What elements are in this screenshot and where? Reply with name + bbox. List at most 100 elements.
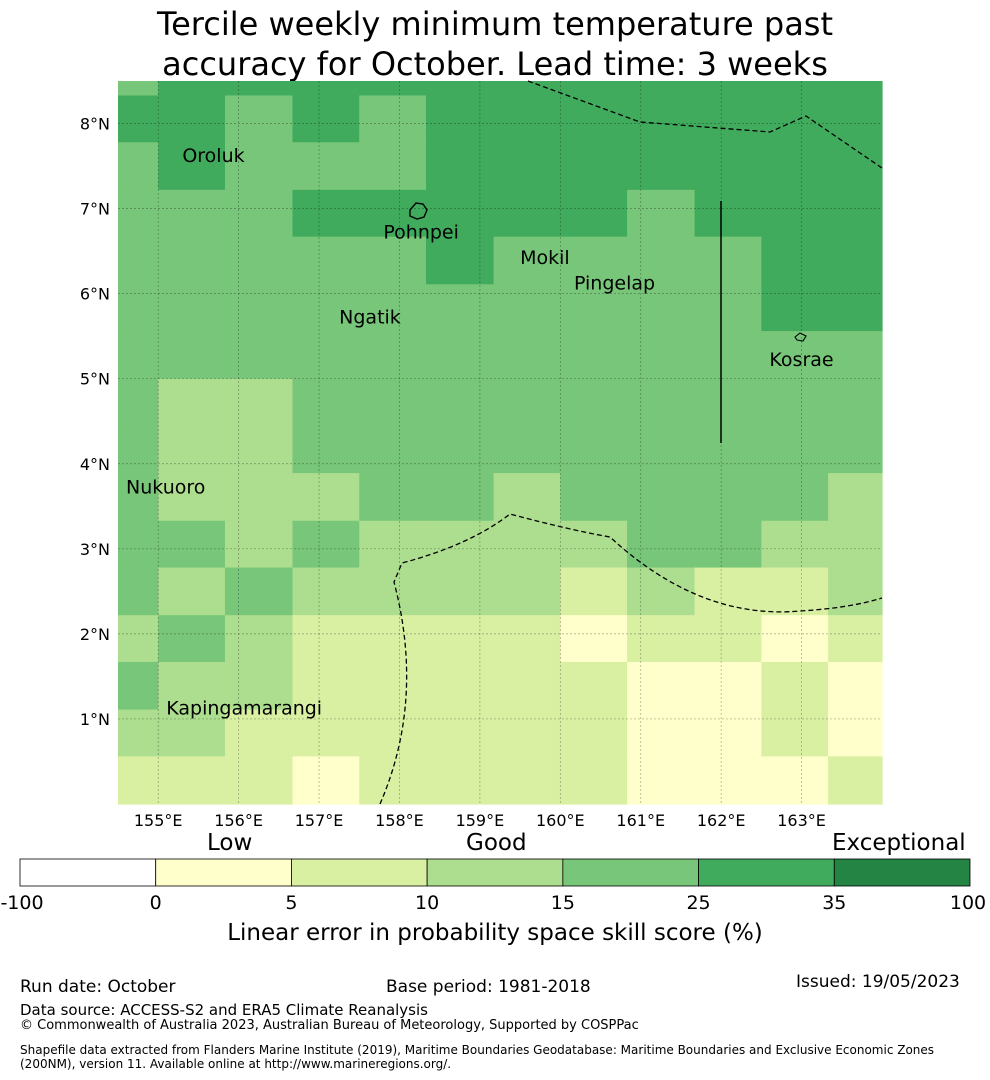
grid-cell	[493, 95, 561, 143]
grid-cell	[224, 284, 294, 332]
grid-cell	[560, 426, 628, 474]
grid-cell	[627, 378, 696, 427]
grid-cell	[560, 615, 628, 663]
grid-cell	[694, 473, 762, 522]
grid-cell	[627, 331, 696, 380]
lon-tick-label: 162°E	[697, 811, 746, 830]
grid-cell	[828, 567, 883, 616]
grid-cell	[694, 95, 762, 143]
grid-cell	[359, 95, 427, 143]
grid-cell	[426, 426, 495, 474]
grid-cell	[359, 709, 427, 757]
island-outlines	[409, 202, 807, 342]
grid-cell	[359, 426, 427, 474]
grid-cell	[158, 756, 226, 805]
grid-cell	[158, 426, 226, 474]
lon-tick-label: 155°E	[134, 811, 183, 830]
grid-cell	[694, 756, 762, 805]
skill-grid	[118, 81, 883, 805]
grid-cell	[426, 615, 495, 663]
grid-cell	[493, 142, 561, 191]
grid-cell	[694, 661, 762, 711]
graticule	[118, 81, 882, 804]
grid-cell	[426, 331, 495, 380]
colorbar-tick-label: 25	[686, 892, 710, 914]
grid-cell	[118, 284, 159, 332]
place-label: Oroluk	[182, 145, 244, 167]
grid-cell	[694, 426, 762, 474]
lat-tick-label: 3°N	[80, 540, 110, 559]
colorbar-segment	[19, 858, 157, 887]
grid-cell	[292, 426, 360, 474]
grid-cell	[627, 709, 696, 757]
grid-cell	[292, 520, 360, 569]
grid-cell	[694, 520, 762, 569]
grid-cell	[224, 567, 294, 616]
grid-cell	[158, 615, 226, 663]
grid-cell	[118, 473, 159, 522]
colorbar-tick-label: 100	[950, 892, 986, 914]
colorbar-segment	[155, 858, 292, 887]
grid-cell	[292, 189, 360, 238]
grid-cell	[292, 378, 360, 427]
grid-cell	[359, 284, 427, 332]
grid-cell	[761, 661, 829, 711]
grid-cell	[560, 236, 628, 285]
grid-cell	[828, 661, 883, 711]
grid-cell	[828, 142, 883, 191]
grid-cell	[761, 81, 829, 97]
place-label: Nukuoro	[126, 477, 205, 499]
grid-cell	[493, 473, 561, 522]
colorbar-tick-label: -100	[0, 892, 43, 914]
grid-cell	[493, 378, 561, 427]
colorbar-segment	[291, 858, 428, 887]
eez-boundary-north	[527, 80, 883, 169]
grid-cell	[118, 95, 159, 143]
grid-cell	[493, 661, 561, 711]
grid-cell	[224, 473, 294, 522]
grid-cell	[627, 473, 696, 522]
grid-cell	[359, 331, 427, 380]
map-axes: 155°E 156°E 157°E 158°E 159°E 160°E 161°E 162°E…	[80, 115, 826, 830]
run-date: Run date: October	[20, 977, 176, 997]
grid-cell	[761, 615, 829, 663]
eez-boundaries	[379, 80, 883, 805]
grid-cell	[761, 189, 829, 238]
grid-cell	[158, 331, 226, 380]
grid-cell	[359, 520, 427, 569]
colorbar: -100 0 5 10 15 25 35 100	[0, 858, 986, 914]
grid-cell	[224, 615, 294, 663]
grid-cell	[560, 95, 628, 143]
grid-cell	[292, 567, 360, 616]
colorbar-segment	[562, 858, 699, 887]
grid-cell	[158, 378, 226, 427]
grid-cell	[118, 378, 159, 427]
grid-cell	[761, 567, 829, 616]
lat-tick-label: 5°N	[80, 370, 110, 389]
issued-date: Issued: 19/05/2023	[796, 972, 960, 992]
grid-cell	[158, 520, 226, 569]
pohnpei-island-outline	[409, 202, 428, 220]
grid-cell	[426, 661, 495, 711]
grid-cell	[118, 236, 159, 285]
grid-cell	[560, 756, 628, 805]
grid-cell	[627, 520, 696, 569]
grid-cell	[359, 615, 427, 663]
grid-cell	[359, 81, 427, 97]
place-label: Mokil	[520, 247, 570, 269]
grid-cell	[694, 236, 762, 285]
grid-cell	[224, 142, 294, 191]
grid-cell	[158, 661, 226, 711]
grid-cell	[224, 236, 294, 285]
grid-cell	[118, 81, 159, 97]
grid-cell	[292, 756, 360, 805]
grid-cell	[224, 661, 294, 711]
grid-cell	[224, 520, 294, 569]
grid-cell	[560, 709, 628, 757]
lon-tick-label: 163°E	[777, 811, 826, 830]
grid-cell	[493, 615, 561, 663]
colorbar-segment	[426, 858, 564, 887]
grid-cell	[359, 756, 427, 805]
grid-cell	[426, 284, 495, 332]
